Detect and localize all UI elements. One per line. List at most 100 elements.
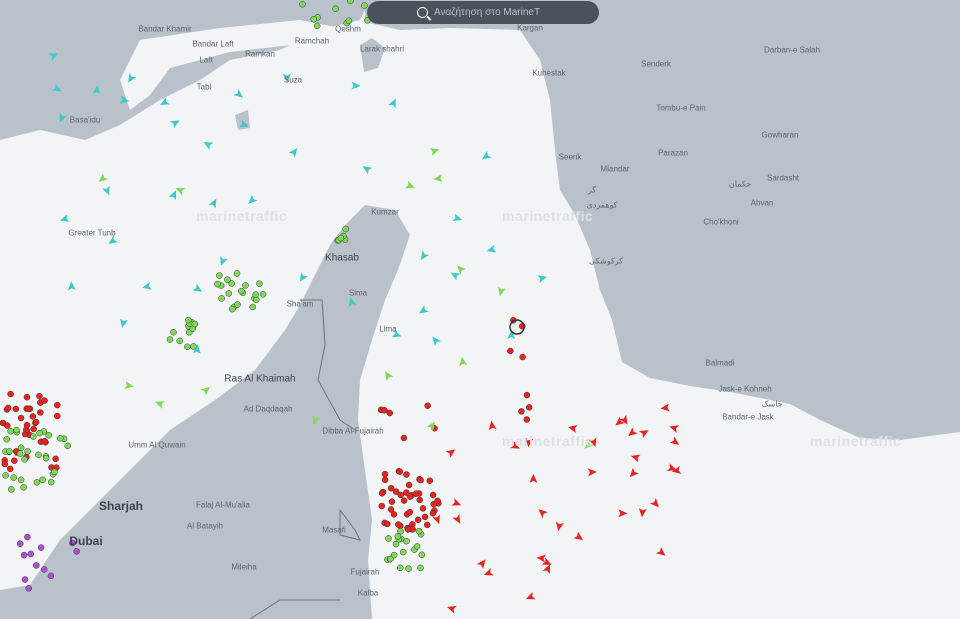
vessel-marker[interactable] [668, 423, 680, 433]
vessel-marker[interactable] [6, 448, 13, 455]
vessel-marker[interactable] [30, 425, 37, 433]
vessel-marker[interactable] [400, 497, 408, 504]
vessel-marker[interactable] [378, 490, 386, 497]
vessel-marker[interactable] [41, 437, 49, 445]
vessel-marker[interactable] [417, 250, 430, 262]
vessel-marker[interactable] [671, 465, 682, 475]
vessel-marker[interactable] [510, 440, 522, 452]
vessel-marker[interactable] [48, 50, 60, 61]
vessel-marker[interactable] [378, 502, 386, 510]
vessel-marker[interactable] [20, 551, 28, 559]
vessel-marker[interactable] [21, 576, 29, 583]
vessel-marker[interactable] [56, 112, 67, 124]
vessel-marker[interactable] [39, 476, 46, 484]
vessel-marker[interactable] [452, 213, 463, 223]
vessel-marker[interactable] [397, 564, 404, 572]
vessel-marker[interactable] [426, 477, 434, 484]
vessel-marker[interactable] [458, 356, 468, 367]
vessel-marker[interactable] [524, 437, 534, 448]
vessel-marker[interactable] [655, 547, 668, 559]
vessel-marker[interactable] [228, 280, 235, 287]
vessel-marker[interactable] [12, 405, 20, 413]
vessel-marker[interactable] [54, 401, 61, 409]
vessel-marker[interactable] [519, 353, 526, 361]
vessel-marker[interactable] [406, 493, 414, 500]
vessel-marker[interactable] [536, 506, 548, 519]
vessel-marker[interactable] [584, 440, 594, 450]
search-input[interactable]: Αναζήτηση στο MarineT [434, 7, 541, 18]
vessel-marker[interactable] [102, 185, 113, 197]
vessel-marker[interactable] [482, 568, 494, 579]
vessel-marker[interactable] [403, 471, 410, 478]
vessel-marker[interactable] [6, 465, 14, 473]
vessel-marker[interactable] [390, 551, 398, 559]
vessel-marker[interactable] [191, 320, 199, 328]
vessel-marker[interactable] [36, 429, 43, 437]
vessel-marker[interactable] [233, 270, 241, 277]
vessel-marker[interactable] [387, 506, 395, 513]
vessel-marker[interactable] [342, 225, 349, 233]
vessel-marker[interactable] [184, 343, 191, 351]
vessel-marker[interactable] [542, 563, 554, 575]
vessel-marker[interactable] [476, 557, 489, 569]
vessel-marker[interactable] [392, 488, 400, 495]
vessel-marker[interactable] [525, 404, 533, 411]
vessel-marker[interactable] [47, 478, 55, 486]
vessel-marker[interactable] [4, 404, 12, 412]
vessel-marker[interactable] [24, 448, 31, 455]
vessel-marker[interactable] [24, 405, 32, 413]
vessel-marker[interactable] [383, 520, 391, 528]
vessel-marker[interactable] [419, 505, 427, 512]
vessel-marker[interactable] [346, 296, 357, 308]
vessel-marker[interactable] [397, 528, 404, 535]
vessel-marker[interactable] [166, 336, 174, 343]
vessel-marker[interactable] [446, 603, 457, 614]
vessel-marker[interactable] [507, 329, 516, 340]
vessel-marker[interactable] [47, 572, 55, 580]
vessel-marker[interactable] [168, 189, 180, 201]
vessel-marker[interactable] [154, 398, 165, 409]
vessel-marker[interactable] [421, 513, 429, 521]
selected-vessel-ring[interactable] [509, 319, 525, 335]
search-bar[interactable]: Αναζήτηση στο MarineT [367, 1, 599, 24]
vessel-marker[interactable] [395, 521, 402, 528]
vessel-marker[interactable] [381, 476, 389, 484]
vessel-marker[interactable] [310, 415, 321, 426]
vessel-marker[interactable] [381, 470, 389, 478]
vessel-marker[interactable] [518, 408, 525, 415]
vessel-marker[interactable] [332, 5, 339, 13]
vessel-marker[interactable] [666, 463, 678, 473]
vessel-marker[interactable] [412, 490, 420, 497]
vessel-marker[interactable] [390, 511, 398, 518]
vessel-marker[interactable] [360, 163, 373, 175]
vessel-marker[interactable] [649, 498, 662, 510]
vessel-marker[interactable] [0, 419, 7, 427]
vessel-marker[interactable] [218, 295, 225, 302]
vessel-marker[interactable] [523, 416, 531, 423]
vessel-marker[interactable] [1, 460, 9, 468]
vessel-marker[interactable] [51, 83, 64, 95]
vessel-marker[interactable] [554, 521, 564, 532]
vessel-marker[interactable] [429, 146, 441, 156]
vessel-marker[interactable] [404, 180, 416, 192]
vessel-marker[interactable] [185, 316, 192, 324]
vessel-marker[interactable] [8, 486, 15, 493]
vessel-marker[interactable] [387, 555, 394, 563]
vessel-marker[interactable] [387, 484, 395, 492]
vessel-marker[interactable] [417, 564, 424, 572]
vessel-marker[interactable] [119, 95, 130, 105]
vessel-marker[interactable] [451, 498, 462, 509]
vessel-marker[interactable] [669, 436, 682, 448]
vessel-marker[interactable] [2, 472, 9, 479]
vessel-marker[interactable] [16, 450, 24, 457]
vessel-marker[interactable] [45, 431, 52, 439]
vessel-marker[interactable] [118, 318, 128, 328]
vessel-marker[interactable] [417, 305, 429, 317]
vessel-marker[interactable] [7, 390, 14, 398]
vessel-marker[interactable] [217, 255, 228, 267]
vessel-marker[interactable] [92, 85, 102, 95]
vessel-marker[interactable] [32, 418, 40, 426]
vessel-marker[interactable] [54, 412, 61, 420]
vessel-marker[interactable] [630, 452, 641, 463]
vessel-marker[interactable] [619, 414, 630, 427]
